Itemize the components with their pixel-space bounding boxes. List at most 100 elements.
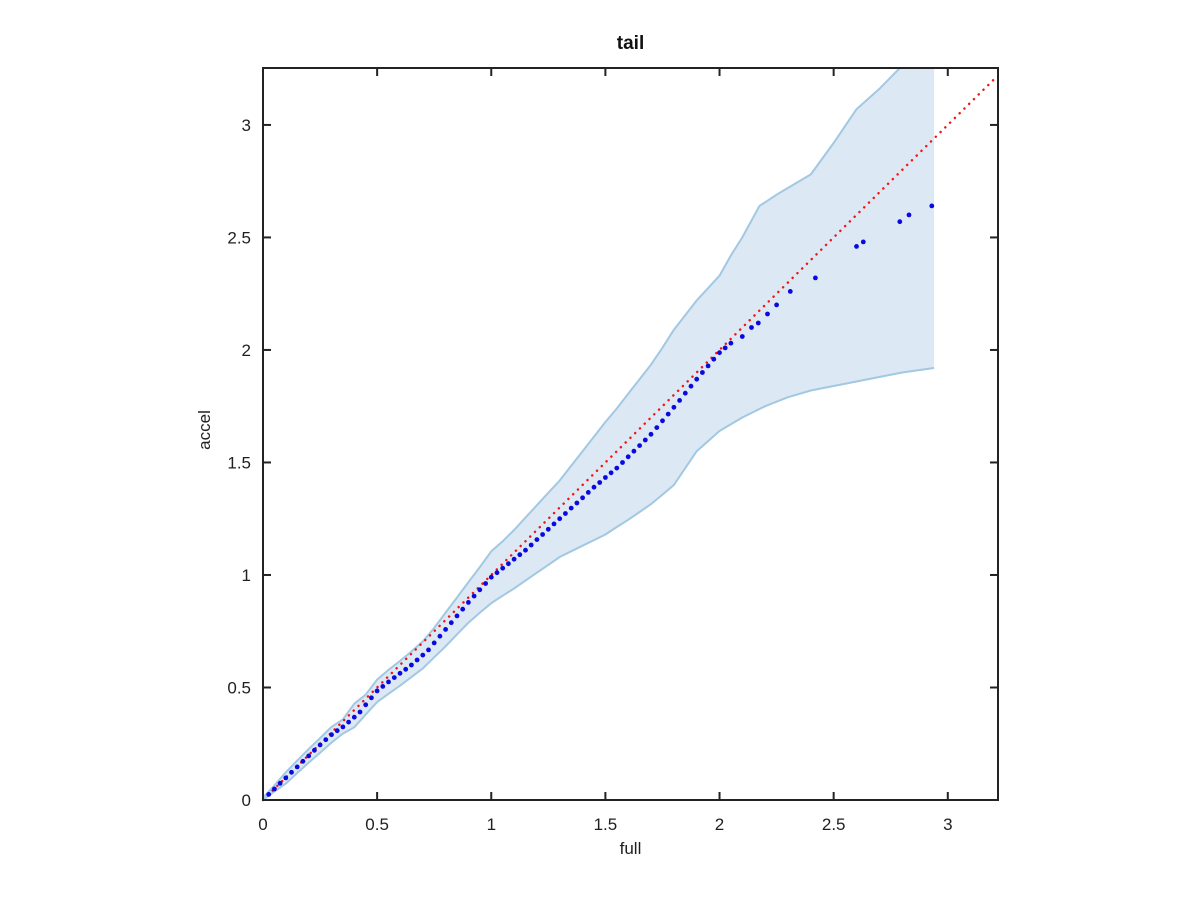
data-point [289,769,294,775]
data-point [294,764,300,770]
data-point [717,350,722,356]
data-point [563,511,568,516]
data-point [585,490,591,495]
data-point [266,792,272,797]
data-point [340,724,346,730]
data-point [283,775,289,781]
data-point [580,495,585,501]
data-point [471,593,477,599]
data-point [414,657,420,663]
data-point [705,363,711,369]
data-point [642,437,648,443]
identity-reference-line [261,74,999,802]
plot-frame [262,67,999,801]
data-point [351,714,357,720]
data-point [534,537,540,542]
data-point [545,526,551,532]
data-point [277,780,283,786]
data-point [272,786,277,792]
data-point [614,465,620,471]
data-point [722,345,728,351]
data-point [431,640,437,646]
data-point [329,732,334,738]
data-point [391,675,397,680]
data-point [591,484,597,490]
data-point [312,747,317,753]
data-point [671,404,677,410]
data-point [334,728,340,734]
data-point [363,702,369,708]
data-point [648,431,654,437]
data-point [755,320,761,326]
data-point [700,370,705,375]
data-point [346,719,351,725]
data-point [682,390,688,396]
axis-ticks [262,68,998,801]
data-point [357,709,363,715]
data-point [317,742,323,748]
data-point [906,212,912,218]
data-point [448,620,454,626]
data-point [380,684,386,689]
y-tick-label: 0.5 [227,679,251,698]
data-point [517,552,523,558]
data-point [540,532,545,537]
data-point [637,443,642,448]
data-point [654,425,660,430]
data-point [466,600,471,605]
data-point [494,570,500,576]
x-tick-label: 2.5 [822,815,846,834]
data-point [557,516,563,522]
data-point [813,275,818,281]
data-point [597,480,603,485]
data-point [603,475,608,480]
plot-title: tail [616,33,645,54]
x-tick-label: 2 [715,815,724,834]
x-tick-label: 1 [487,815,496,834]
data-point [443,627,448,632]
tick-labels: 0 0.5 1 1.5 2 2.5 3 0 0.5 1 1.5 2 2.5 3 [227,116,952,834]
data-point [749,325,754,330]
y-axis-label: accel [195,410,214,450]
data-point [437,633,443,639]
data-point [787,289,793,294]
data-point [574,500,580,506]
y-tick-label: 2.5 [227,228,251,247]
x-tick-label: 3 [943,815,952,834]
data-point [660,418,665,424]
data-point [386,679,391,685]
y-tick-label: 1.5 [227,454,251,473]
data-point [897,219,903,225]
data-point [369,695,374,701]
confidence-band-upper-edge [262,67,901,799]
data-point [665,411,671,417]
x-tick-label: 0.5 [365,815,389,834]
data-point [323,737,329,743]
data-point [694,376,700,382]
data-point [511,556,517,562]
data-point [774,302,779,308]
data-point [688,383,694,389]
data-point [306,753,312,759]
data-point [631,448,637,454]
quantile-points [266,203,935,797]
confidence-band-lower-edge [262,367,935,801]
data-point [854,244,859,249]
data-point [860,239,866,245]
x-tick-label: 0 [258,815,267,834]
data-point [568,505,574,511]
data-point [420,652,426,658]
data-point [551,521,557,527]
data-point [409,662,414,668]
data-point [403,666,409,672]
data-point [620,460,625,465]
y-tick-label: 3 [242,116,251,135]
y-tick-label: 2 [242,341,251,360]
confidence-band [263,68,935,800]
data-point [477,587,483,593]
data-point [608,470,614,476]
data-point [397,670,403,676]
y-tick-label: 1 [242,566,251,585]
data-point [488,574,494,580]
